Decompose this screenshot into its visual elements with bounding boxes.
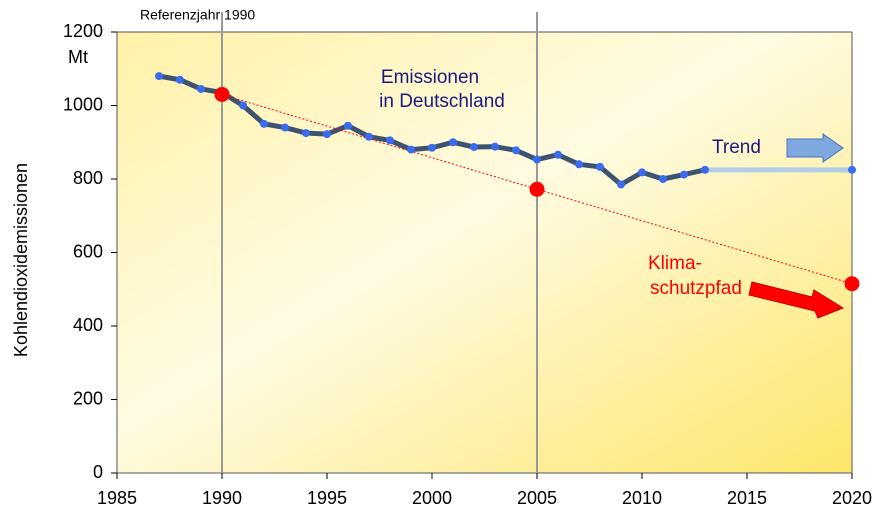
point (323, 130, 331, 139)
annotation: in Deutschland (379, 91, 505, 112)
x-tick-label: 1990 (202, 488, 242, 508)
point (533, 155, 541, 164)
point (512, 146, 520, 155)
point (596, 162, 604, 171)
point (529, 181, 545, 197)
x-tick-label: 2020 (832, 488, 872, 508)
point (449, 138, 457, 147)
y-tick-label: 1000 (63, 94, 103, 114)
trend-arrow (786, 133, 844, 163)
y-tick-label: 800 (73, 168, 103, 188)
point (344, 121, 352, 130)
point (659, 175, 667, 183)
annotation: Trend (712, 137, 761, 158)
x-tick-label: 2000 (412, 488, 452, 508)
point (214, 86, 230, 102)
y-unit: Mt (68, 47, 88, 67)
annotation: schutzpfad (650, 278, 742, 299)
y-tick-label: 0 (93, 462, 103, 482)
point (844, 276, 860, 292)
point (260, 119, 268, 128)
point (155, 72, 163, 81)
point (575, 160, 583, 169)
point (407, 145, 415, 154)
x-tick-label: 2010 (622, 488, 662, 508)
x-tick-label: 1995 (307, 488, 347, 508)
point (617, 180, 625, 189)
point (176, 75, 184, 84)
point (428, 143, 436, 152)
point (491, 142, 499, 151)
point (470, 143, 478, 152)
point (281, 123, 289, 132)
point (365, 132, 373, 141)
annotation: Referenzjahr 1990 (140, 7, 255, 23)
x-tick-label: 2005 (517, 488, 557, 508)
point (701, 165, 709, 174)
point (239, 101, 247, 110)
y-tick-label: 400 (73, 315, 103, 335)
x-tick-label: 1985 (97, 488, 137, 508)
point (302, 129, 310, 138)
x-tick-label: 2015 (727, 488, 767, 508)
y-tick-label: 200 (73, 388, 103, 408)
klima-arrow (748, 281, 845, 319)
y-tick-label: 1200 (63, 21, 103, 41)
y-axis-label: Kohlendioxidemissionen (11, 163, 31, 357)
point (680, 170, 688, 179)
point (848, 165, 856, 174)
point (638, 168, 646, 177)
y-tick-label: 600 (73, 241, 103, 261)
annotation: Emissionen (381, 67, 479, 88)
annotation: Klima- (648, 253, 702, 274)
point (554, 150, 562, 159)
point (386, 136, 394, 145)
point (197, 84, 205, 93)
